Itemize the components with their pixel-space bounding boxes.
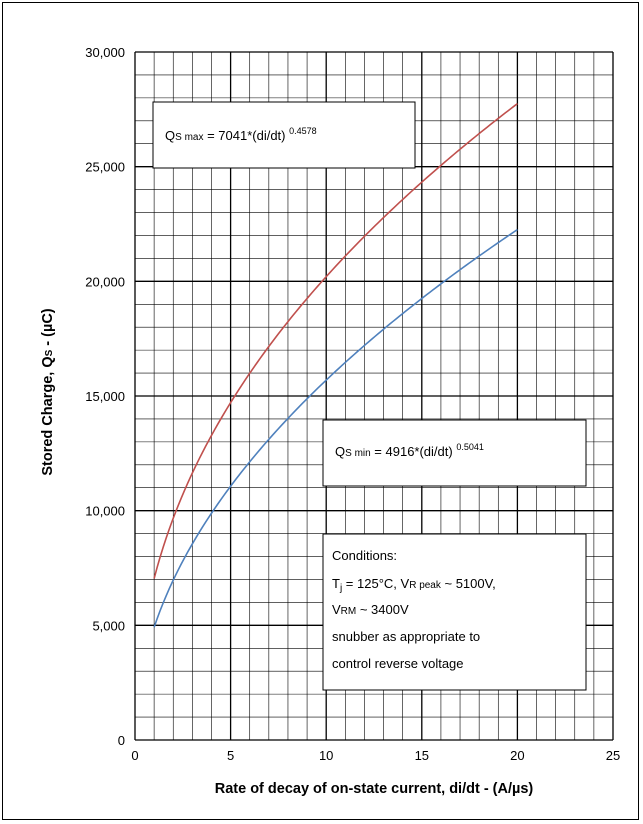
x-tick-label: 10 xyxy=(319,748,333,763)
x-axis-label: Rate of decay of on-state current, di/dt… xyxy=(215,781,534,797)
y-tick-label: 5,000 xyxy=(92,618,125,633)
conditions-line3: snubber as appropriate to xyxy=(332,629,480,644)
series-line-qs-min xyxy=(153,228,518,628)
conditions-line2: VRM ~ 3400V xyxy=(332,602,409,617)
qs-min-equation: QS min = 4916*(di/dt) 0.5041 xyxy=(335,442,484,459)
y-tick-label: 0 xyxy=(118,733,125,748)
x-tick-label: 25 xyxy=(606,748,620,763)
series-line-qs-max xyxy=(153,102,518,579)
y-tick-label: 25,000 xyxy=(85,160,125,175)
conditions-line4: control reverse voltage xyxy=(332,656,464,671)
y-tick-labels: 0 5,000 10,000 15,000 20,000 25,000 30,000 xyxy=(85,45,125,748)
series-lines xyxy=(153,102,518,628)
x-tick-labels: 0 5 10 15 20 25 xyxy=(131,748,620,763)
conditions-line1: Tj = 125°C, VR peak ~ 5100V, xyxy=(332,576,496,594)
qs-max-equation: QS max = 7041*(di/dt) 0.4578 xyxy=(165,126,317,143)
y-tick-label: 30,000 xyxy=(85,45,125,60)
y-tick-label: 15,000 xyxy=(85,389,125,404)
x-tick-label: 20 xyxy=(510,748,524,763)
qs-max-annotation: QS max = 7041*(di/dt) 0.4578 xyxy=(152,101,416,169)
x-tick-label: 0 xyxy=(131,748,138,763)
y-axis-label: Stored Charge, QS - (µC) xyxy=(40,308,56,475)
x-tick-label: 5 xyxy=(227,748,234,763)
conditions-annotation: Conditions: Tj = 125°C, VR peak ~ 5100V,… xyxy=(322,533,587,691)
y-tick-label: 20,000 xyxy=(85,274,125,289)
qs-min-annotation: QS min = 4916*(di/dt) 0.5041 xyxy=(322,419,587,487)
conditions-title: Conditions: xyxy=(332,548,397,563)
y-tick-label: 10,000 xyxy=(85,504,125,519)
x-tick-label: 15 xyxy=(415,748,429,763)
